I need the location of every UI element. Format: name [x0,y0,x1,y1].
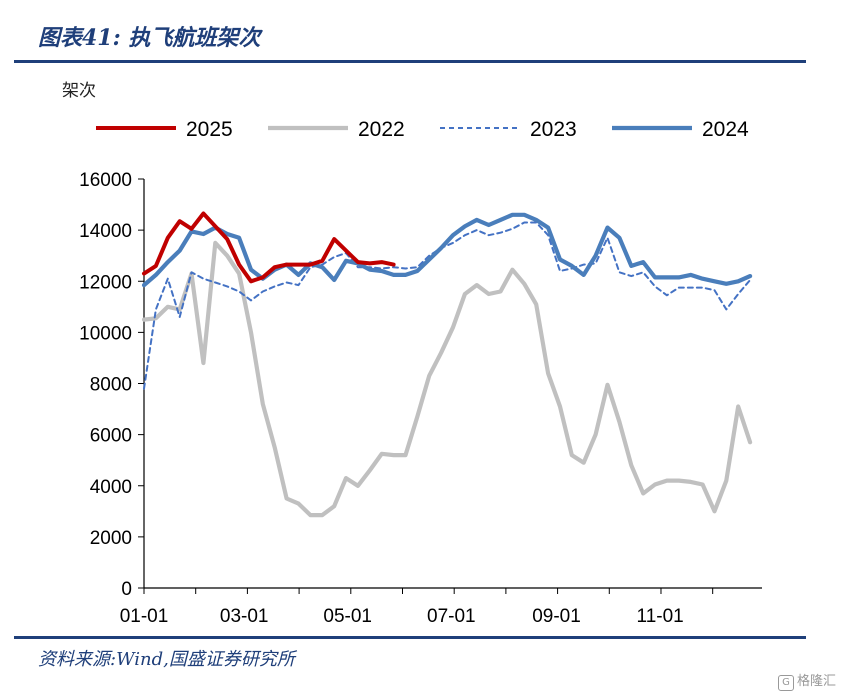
x-tick-label: 09-01 [532,606,581,627]
y-tick-label: 16000 [79,170,132,191]
y-tick-label: 12000 [79,272,132,293]
legend-label-2023: 2023 [530,118,577,141]
legend-label-2024: 2024 [702,118,749,141]
axes: 0 2000 4000 6000 8000 10000 12000 14000 16000 01-… [79,170,762,627]
x-tick-label: 07-01 [427,606,476,627]
y-tick-label: 10000 [79,323,132,344]
series-line-2025 [142,211,396,284]
y-axis-label: 架次 [62,81,96,101]
y-tick-label: 6000 [90,426,132,447]
y-tick-label: 8000 [90,375,132,396]
y-tick-label: 14000 [79,221,132,242]
legend-label-2022: 2022 [358,118,405,141]
plot-area [141,211,753,518]
source-note: 资料来源:Wind,国盛证券研究所 [38,649,295,670]
series-line-2022 [141,240,753,518]
watermark-text: 格隆汇 [797,674,837,689]
figure-title: 图表41: 执飞航班架次 [38,25,261,51]
title-rule [14,60,806,63]
watermark: G 格隆汇 [778,670,836,691]
series-line-2024 [141,212,753,288]
legend-label-2025: 2025 [186,118,233,141]
y-tick-label: 4000 [90,477,132,498]
x-tick-label: 03-01 [220,606,269,627]
watermark-icon: G [778,675,794,691]
x-tick-label: 01-01 [120,606,169,627]
series-line-2023 [143,221,752,390]
y-tick-label: 2000 [90,528,132,549]
x-tick-label: 11-01 [637,606,684,627]
x-tick-label: 05-01 [323,606,372,627]
source-rule [14,636,806,639]
y-tick-label: 0 [121,579,132,600]
legend: 2025 2022 2023 2024 [96,118,749,141]
